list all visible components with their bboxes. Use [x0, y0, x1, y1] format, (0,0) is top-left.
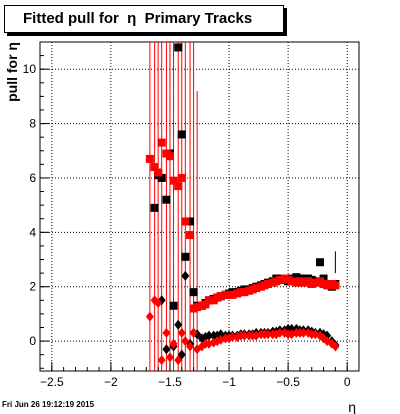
data-point-square [154, 168, 163, 177]
data-point-diamond [186, 341, 195, 352]
data-point-diamond [264, 329, 273, 340]
data-point-square [216, 292, 225, 301]
plot-frame [39, 41, 360, 372]
data-point-diamond [189, 327, 198, 338]
data-point-diamond [174, 355, 183, 366]
data-point-square [162, 195, 171, 204]
x-tick-label: −1.5 [158, 375, 182, 389]
data-point-square [186, 231, 195, 240]
x-axis-label: η [348, 399, 356, 414]
data-point-diamond [204, 330, 213, 341]
y-tick-label: 0 [29, 334, 36, 348]
data-point-square [204, 296, 213, 305]
data-point-square [287, 277, 296, 286]
x-tick-label: −1 [222, 375, 236, 389]
data-point-square [316, 258, 325, 267]
data-point-diamond [169, 338, 178, 349]
x-tick-label: −2.5 [40, 375, 64, 389]
data-points [145, 43, 340, 366]
data-point-square [228, 290, 237, 299]
data-point-diamond [240, 330, 249, 341]
timestamp-footer: Fri Jun 26 19:12:19 2015 [2, 400, 95, 409]
data-point-square [252, 284, 261, 293]
data-point-square [150, 163, 159, 172]
y-tick-label: 4 [29, 225, 36, 239]
data-point-diamond [145, 311, 154, 322]
data-point-square [323, 281, 332, 290]
data-point-diamond [162, 344, 171, 355]
y-tick-label: 6 [29, 171, 36, 185]
data-point-square [311, 278, 320, 287]
data-point-square [157, 138, 166, 147]
data-point-square [240, 288, 249, 297]
y-tick-label: 2 [29, 280, 36, 294]
data-point-square [165, 152, 174, 161]
data-point-diamond [177, 327, 186, 338]
x-tick-label: −2 [104, 375, 118, 389]
data-point-diamond [174, 319, 183, 330]
data-point-square [181, 217, 190, 226]
data-point-square [201, 300, 210, 309]
y-tick-label: 8 [29, 117, 36, 131]
chart-title-box: Fitted pull for η Primary Tracks [4, 5, 284, 33]
data-point-square [174, 43, 183, 52]
data-point-diamond [228, 332, 237, 343]
data-point-diamond [162, 327, 171, 338]
data-point-square [189, 288, 198, 297]
data-point-diamond [331, 341, 340, 352]
data-point-square [150, 203, 159, 212]
data-point-diamond [165, 352, 174, 363]
data-point-square [177, 130, 186, 139]
chart-title: Fitted pull for η Primary Tracks [23, 10, 253, 27]
data-point-diamond [275, 327, 284, 338]
data-point-diamond [154, 298, 163, 309]
data-point-square [145, 154, 154, 163]
data-point-diamond [181, 336, 190, 347]
data-point-diamond [157, 355, 166, 366]
data-point-square [264, 279, 273, 288]
data-point-square [181, 252, 190, 261]
data-point-square [193, 303, 202, 312]
data-point-square [174, 182, 183, 191]
data-point-square [186, 217, 195, 226]
y-axis-label: pull for η [4, 42, 20, 102]
data-point-square [177, 173, 186, 182]
y-tick-label: 10 [23, 62, 37, 76]
data-point-square [331, 281, 340, 290]
axis-ticks: −2.5 −2 −1.5 −1 −0.5 0 0 2 4 6 8 10 [23, 41, 351, 389]
x-tick-label: −0.5 [276, 375, 300, 389]
data-point-square [157, 173, 166, 182]
data-point-square [169, 176, 178, 185]
x-tick-label: 0 [344, 375, 351, 389]
data-point-diamond [299, 327, 308, 338]
data-point-square [299, 278, 308, 287]
data-point-diamond [181, 270, 190, 281]
data-point-square [275, 275, 284, 284]
data-point-square [169, 301, 178, 310]
